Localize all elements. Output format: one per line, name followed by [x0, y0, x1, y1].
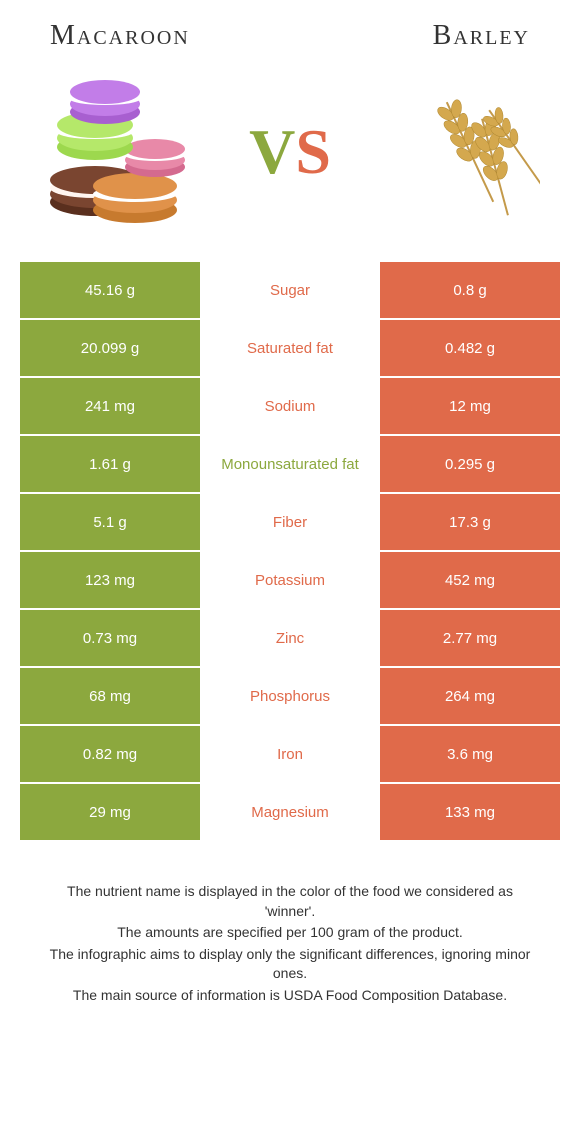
- right-value: 264 mg: [380, 668, 560, 724]
- nutrient-label: Fiber: [200, 494, 380, 550]
- footnote-line: The main source of information is USDA F…: [40, 986, 540, 1006]
- right-value: 0.482 g: [380, 320, 560, 376]
- nutrient-label: Sodium: [200, 378, 380, 434]
- nutrient-label: Potassium: [200, 552, 380, 608]
- image-row: VS: [20, 62, 560, 262]
- nutrient-label: Saturated fat: [200, 320, 380, 376]
- macaroon-image: [40, 72, 210, 232]
- left-value: 241 mg: [20, 378, 200, 434]
- right-value: 0.295 g: [380, 436, 560, 492]
- nutrient-label: Monounsaturated fat: [200, 436, 380, 492]
- left-value: 5.1 g: [20, 494, 200, 550]
- vs-v-letter: V: [249, 116, 295, 187]
- header: Macaroon Barley: [20, 20, 560, 62]
- nutrient-label: Phosphorus: [200, 668, 380, 724]
- vs-label: VS: [249, 115, 331, 189]
- nutrient-label: Zinc: [200, 610, 380, 666]
- right-value: 12 mg: [380, 378, 560, 434]
- nutrient-label: Magnesium: [200, 784, 380, 840]
- right-value: 452 mg: [380, 552, 560, 608]
- left-value: 123 mg: [20, 552, 200, 608]
- barley-icon: [370, 72, 540, 232]
- table-row: 0.82 mgIron3.6 mg: [20, 726, 560, 782]
- right-value: 133 mg: [380, 784, 560, 840]
- table-row: 5.1 gFiber17.3 g: [20, 494, 560, 550]
- right-value: 2.77 mg: [380, 610, 560, 666]
- nutrient-table: 45.16 gSugar0.8 g20.099 gSaturated fat0.…: [20, 262, 560, 840]
- left-value: 45.16 g: [20, 262, 200, 318]
- left-value: 20.099 g: [20, 320, 200, 376]
- right-value: 0.8 g: [380, 262, 560, 318]
- table-row: 0.73 mgZinc2.77 mg: [20, 610, 560, 666]
- barley-image: [370, 72, 540, 232]
- macaroon-icon: [40, 72, 210, 232]
- right-value: 17.3 g: [380, 494, 560, 550]
- footnote-line: The infographic aims to display only the…: [40, 945, 540, 984]
- table-row: 241 mgSodium12 mg: [20, 378, 560, 434]
- table-row: 20.099 gSaturated fat0.482 g: [20, 320, 560, 376]
- footnotes: The nutrient name is displayed in the co…: [20, 842, 560, 1006]
- left-value: 68 mg: [20, 668, 200, 724]
- table-row: 29 mgMagnesium133 mg: [20, 784, 560, 840]
- left-value: 0.73 mg: [20, 610, 200, 666]
- nutrient-label: Sugar: [200, 262, 380, 318]
- left-value: 1.61 g: [20, 436, 200, 492]
- footnote-line: The amounts are specified per 100 gram o…: [40, 923, 540, 943]
- vs-s-letter: S: [295, 116, 331, 187]
- footnote-line: The nutrient name is displayed in the co…: [40, 882, 540, 921]
- table-row: 45.16 gSugar0.8 g: [20, 262, 560, 318]
- left-value: 0.82 mg: [20, 726, 200, 782]
- table-row: 68 mgPhosphorus264 mg: [20, 668, 560, 724]
- table-row: 1.61 gMonounsaturated fat0.295 g: [20, 436, 560, 492]
- right-value: 3.6 mg: [380, 726, 560, 782]
- table-row: 123 mgPotassium452 mg: [20, 552, 560, 608]
- left-food-title: Macaroon: [50, 20, 190, 52]
- left-value: 29 mg: [20, 784, 200, 840]
- right-food-title: Barley: [433, 20, 530, 52]
- nutrient-label: Iron: [200, 726, 380, 782]
